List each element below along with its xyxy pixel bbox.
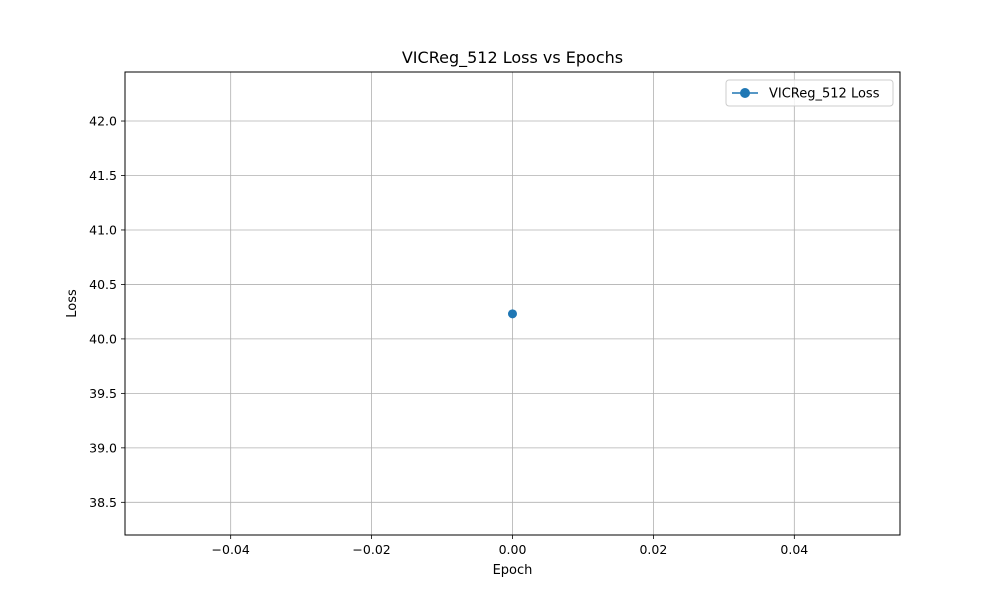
- x-tick-label: −0.02: [352, 542, 390, 557]
- y-tick-label: 41.0: [89, 222, 117, 237]
- y-tick-label: 40.0: [89, 331, 117, 346]
- y-tick-label: 39.0: [89, 440, 117, 455]
- legend-box: [725, 79, 894, 107]
- x-tick-label: 0.04: [780, 542, 808, 557]
- x-axis-title: Epoch: [493, 563, 533, 578]
- chart-title: VICReg_512 Loss vs Epochs: [402, 48, 623, 68]
- y-axis-title: Loss: [65, 289, 80, 318]
- tick-layer: −0.04 −0.02 0.00 0.02 0.04 38.5 39.0 39.5 40.0 40…: [89, 114, 808, 557]
- x-tick-label: 0.00: [499, 542, 527, 557]
- legend: VICReg_512 Loss: [725, 79, 894, 107]
- y-tick-label: 42.0: [89, 114, 117, 129]
- data-layer: [508, 309, 517, 319]
- y-tick-label: 41.5: [89, 168, 117, 183]
- legend-series-marker: [740, 88, 750, 98]
- x-tick-label: 0.02: [639, 542, 667, 557]
- y-tick-label: 39.5: [89, 386, 117, 401]
- x-tick-label: −0.04: [212, 542, 250, 557]
- data-point: [508, 309, 517, 319]
- y-tick-label: 40.5: [89, 277, 117, 292]
- legend-series-label: VICReg_512 Loss: [769, 87, 880, 102]
- grid-layer: [125, 72, 900, 535]
- y-tick-label: 38.5: [89, 495, 117, 510]
